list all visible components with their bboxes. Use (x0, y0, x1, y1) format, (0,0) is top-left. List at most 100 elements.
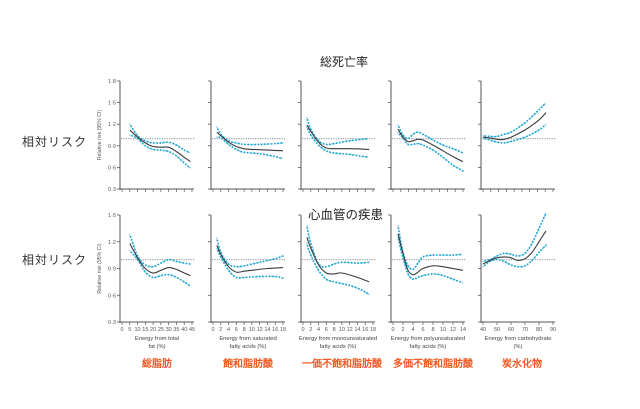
x-axis-label: fatty acids (%) (320, 344, 357, 350)
y-tick-label: 1·2 (108, 240, 116, 246)
main-line (306, 237, 370, 283)
ci-upper-outer (216, 237, 284, 268)
x-tick-label: 40 (181, 327, 187, 333)
x-tick-label: 6 (421, 327, 424, 333)
ci-upper-line (128, 123, 192, 154)
x-tick-label: 2 (219, 327, 222, 333)
x-tick-label: 16 (272, 327, 278, 333)
ci-lower-outer (306, 242, 370, 296)
y-tick-label: 0·3 (108, 320, 116, 326)
ci-lower-line (216, 248, 284, 280)
main-line (397, 128, 464, 163)
row-label-bottom: 相対リスク (22, 253, 88, 267)
x-tick-label: 8 (333, 327, 336, 333)
ci-lower-line (128, 134, 192, 169)
x-tick-label: 30 (166, 327, 172, 333)
y-tick-label: 0·6 (108, 165, 116, 171)
y-tick-label: 0·3 (108, 187, 116, 193)
y-axis-label: Relative risk (95% CI) (97, 110, 103, 160)
ci-upper-line (128, 233, 192, 268)
category-label-poly: 多価不飽和脂肪酸 (393, 359, 473, 370)
x-tick-label: 2 (309, 327, 312, 333)
y-axis-label: Relative risk (95% CI) (97, 243, 103, 293)
x-tick-label: 70 (522, 327, 528, 333)
main-line (216, 131, 284, 152)
x-tick-label: 50 (494, 327, 500, 333)
x-tick-label: 4 (411, 327, 414, 333)
ci-upper-line (482, 212, 547, 263)
x-tick-label: 2 (401, 327, 404, 333)
x-tick-label: 12 (347, 327, 353, 333)
x-tick-label: 35 (173, 327, 179, 333)
ci-lower-line (216, 136, 284, 160)
ci-lower-outer (129, 134, 192, 169)
x-tick-label: 90 (550, 327, 556, 333)
ci-lower-outer (306, 126, 370, 159)
x-tick-label: 18 (370, 327, 376, 333)
x-axis-label: fat (%) (148, 344, 165, 350)
main-line (482, 230, 547, 265)
x-tick-label: 45 (189, 327, 195, 333)
x-axis-label: Energy from polyunsaturated (391, 336, 465, 342)
x-tick-label: 20 (150, 327, 156, 333)
ci-lower-line (306, 126, 370, 159)
x-tick-label: 25 (158, 327, 164, 333)
ci-lower-line (397, 236, 464, 284)
x-tick-label: 14 (460, 327, 466, 333)
x-tick-label: 6 (235, 327, 238, 333)
x-tick-label: 0 (120, 327, 123, 333)
x-tick-label: 15 (142, 327, 148, 333)
ci-lower-line (397, 131, 464, 172)
x-axis-label: fatty acids (%) (410, 344, 447, 350)
main-line (306, 124, 370, 150)
main-line (482, 112, 547, 141)
ci-upper-line (216, 126, 284, 146)
x-tick-label: 6 (325, 327, 328, 333)
y-tick-label: 1·8 (108, 79, 116, 85)
x-axis-label: Energy from saturated (219, 336, 276, 342)
x-axis-label: fatty acids (%) (230, 344, 267, 350)
x-tick-label: 18 (280, 327, 286, 333)
ci-lower-outer (129, 249, 192, 288)
chart-title-top: 総死亡率 (320, 55, 369, 69)
x-tick-label: 16 (362, 327, 368, 333)
y-tick-label: 1·5 (108, 213, 116, 219)
main-line (216, 245, 284, 273)
row-label-top: 相対リスク (22, 135, 88, 149)
x-tick-label: 5 (128, 327, 131, 333)
category-label-carbohydrate: 炭水化物 (502, 359, 542, 370)
x-tick-label: 14 (354, 327, 360, 333)
ci-upper-line (397, 224, 464, 271)
x-axis-label: Energy from total (135, 336, 179, 342)
x-tick-label: 12 (450, 327, 456, 333)
y-tick-label: 1·2 (108, 122, 116, 128)
y-tick-label: 0·9 (108, 267, 116, 273)
category-label-saturated: 飽和脂肪酸 (223, 359, 273, 370)
y-tick-label: 0·9 (108, 144, 116, 150)
ci-upper-line (482, 101, 547, 138)
main-line (129, 129, 191, 163)
y-tick-label: 0·6 (108, 293, 116, 299)
x-tick-label: 14 (264, 327, 270, 333)
x-tick-label: 0 (301, 327, 304, 333)
x-tick-label: 8 (431, 327, 434, 333)
x-tick-label: 40 (480, 327, 486, 333)
y-tick-label: 1·5 (108, 101, 116, 107)
main-line (129, 243, 191, 277)
x-tick-label: 8 (243, 327, 246, 333)
x-tick-label: 10 (249, 327, 255, 333)
ci-lower-line (482, 244, 547, 268)
x-tick-label: 10 (339, 327, 345, 333)
ci-upper-outer (306, 116, 370, 146)
ci-upper-line (397, 124, 464, 154)
x-axis-label: Energy from carbohydrate (484, 336, 551, 342)
ci-upper-outer (216, 126, 284, 146)
x-tick-label: 0 (211, 327, 214, 333)
ci-lower-line (128, 249, 192, 288)
ci-lower-line (482, 123, 547, 144)
x-axis-label: (%) (513, 344, 522, 350)
x-tick-label: 10 (134, 327, 140, 333)
category-label-mono: 一価不飽和脂肪酸 (302, 359, 382, 370)
